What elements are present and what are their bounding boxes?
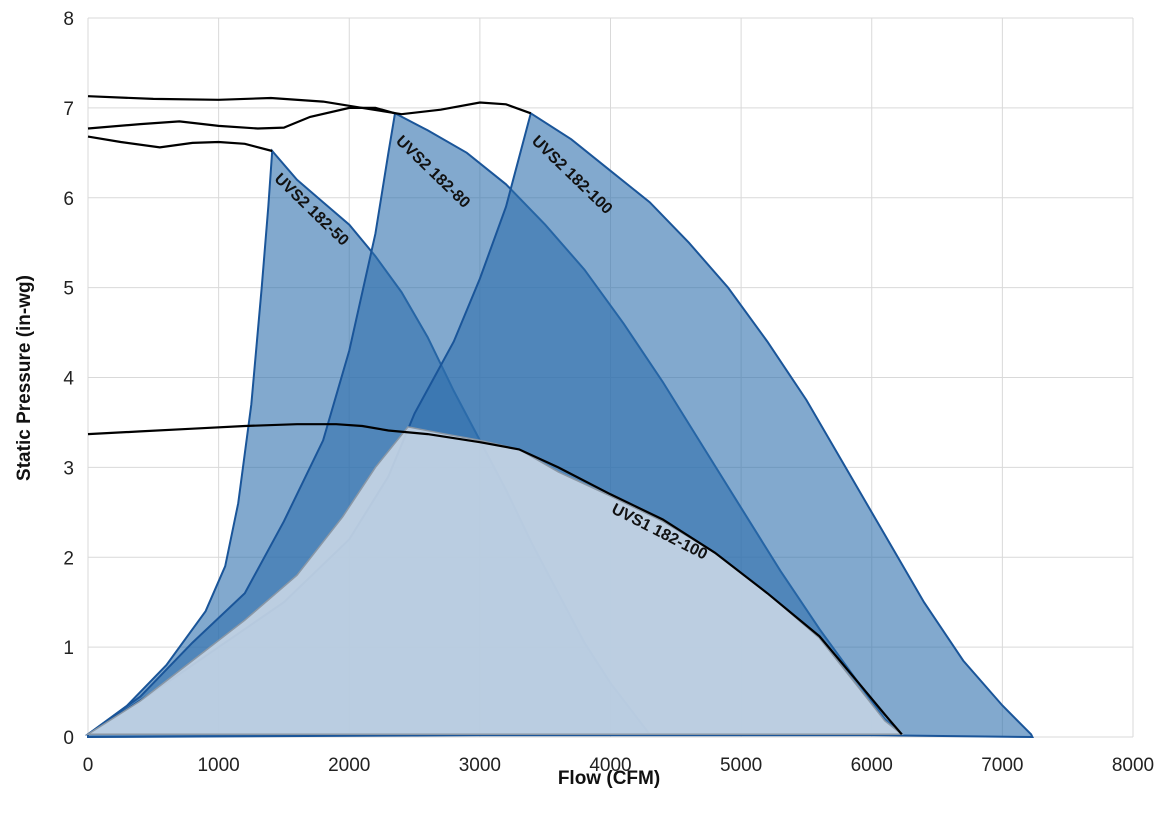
curve-uvs2-182-50 <box>87 135 273 153</box>
x-tick-label: 6000 <box>851 755 893 776</box>
y-tick-label: 4 <box>63 369 74 390</box>
y-tick-label: 5 <box>63 279 74 300</box>
axis-ticks: 0 1000 2000 3000 4000 5000 6000 7000 8000 0 1 2 3 4 5 6… <box>63 9 1154 776</box>
x-tick-label: 2000 <box>328 755 370 776</box>
fan-curves <box>87 95 903 736</box>
curve-uvs1-182-100 <box>87 423 903 736</box>
x-tick-label: 5000 <box>720 755 762 776</box>
x-axis-title: Flow (CFM) <box>558 768 660 789</box>
x-tick-label: 8000 <box>1112 755 1154 776</box>
x-tick-label: 0 <box>83 755 94 776</box>
curve-uvs2-182-100 <box>87 95 532 116</box>
y-tick-label: 3 <box>63 458 74 479</box>
x-tick-label: 4000 <box>589 755 631 776</box>
x-tick-label: 7000 <box>981 755 1023 776</box>
x-tick-label: 1000 <box>197 755 239 776</box>
y-tick-label: 8 <box>63 9 74 30</box>
y-tick-label: 0 <box>63 728 74 749</box>
y-tick-label: 1 <box>63 638 74 659</box>
y-tick-label: 2 <box>63 548 74 569</box>
y-tick-label: 7 <box>63 99 74 120</box>
x-tick-label: 3000 <box>459 755 501 776</box>
y-axis-title: Static Pressure (in-wg) <box>14 275 35 481</box>
y-tick-label: 6 <box>63 189 74 210</box>
operating-regions <box>84 111 1035 739</box>
